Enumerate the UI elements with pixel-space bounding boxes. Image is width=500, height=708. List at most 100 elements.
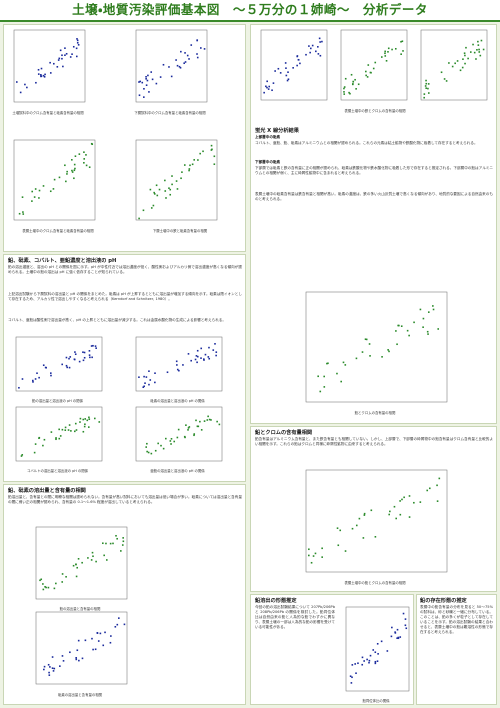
scatter-dot [425,82,428,85]
scatter-dot [33,196,36,198]
scatter-dot [351,527,354,530]
scatter-dot [327,362,329,365]
scatter-dot [32,381,34,383]
scatter-dot [77,639,80,642]
plot-frame [420,29,488,101]
scatter-dot [35,81,37,84]
scatter-dot [62,660,65,662]
scatter-dot [145,78,147,80]
scatter-dot [50,374,52,377]
scatter-dot [122,540,125,543]
scatter-dot [88,350,91,352]
scatter-dot [85,154,87,156]
scatter-dot [214,343,216,345]
scatter-dot [51,656,54,658]
figure-caption: 下層試料中のクロム含有量と砒素含有量の相関 [134,111,206,115]
section-heading: 鉛、砒素、コバルト、亜鉛濃度と溶出液の pH [8,258,117,264]
scatter-dot [22,211,24,213]
figure-plot [35,526,128,600]
scatter-dot [68,357,70,360]
scatter-dot [425,79,427,82]
scatter-dot [208,418,211,421]
figure-plot [15,336,103,392]
scatter-dot [146,79,149,82]
paragraph: 上記溶出試験から下層試料の溶出量と pH の関係をまとめた。砒素は pH が上昇… [8,292,242,302]
scatter-dot [355,357,358,360]
scatter-dot [71,159,73,161]
scatter-dot [76,39,79,42]
scatter-dot [476,49,478,51]
scatter-dot [182,364,184,366]
scatter-dot [16,81,18,83]
scatter-dot [197,159,199,161]
paragraph: 下部層では砒素と鉄の含有量に正の相関が認められ、砒素は鉄酸化物や鉄水酸化物に吸着… [255,166,493,176]
scatter-dot [40,74,42,76]
scatter-dot [309,51,311,54]
scatter-dot [279,72,282,74]
scatter-dot [196,361,198,364]
figure-caption: 砒素の溶出量と溶出液の pH の関係 [150,399,205,403]
scatter-dot [369,654,372,657]
scatter-dot [203,358,205,360]
scatter-dot [191,163,194,166]
scatter-dot [159,76,162,78]
scatter-dot [96,631,99,634]
scatter-dot [318,37,321,40]
scatter-dot [399,500,401,502]
scatter-dot [76,649,79,652]
scatter-dot [53,667,56,670]
scatter-dot [175,360,178,363]
scatter-dot [145,376,148,378]
scatter-dot [413,321,415,324]
scatter-dot [263,91,265,94]
scatter-dot [58,57,61,60]
plot-frame [35,611,128,685]
section-heading: 鉛とクロムの含有量相関 [255,430,313,436]
scatter-dot [399,636,402,638]
scatter-dot [196,53,198,55]
scatter-dot [82,418,85,421]
scatter-dot [115,534,117,537]
scatter-dot [171,175,173,177]
scatter-dot [76,38,78,40]
scatter-dot [321,40,323,43]
scatter-dot [405,627,408,630]
scatter-dot [176,64,179,67]
scatter-dot [149,188,152,191]
scatter-dot [376,642,379,645]
figure-plot [135,336,223,392]
scatter-dot [183,435,186,438]
scatter-dot [202,150,204,153]
scatter-dot [188,168,191,170]
scatter-dot [350,682,353,684]
scatter-dot [173,440,176,443]
scatter-dot [165,437,167,440]
scatter-dot [67,429,70,431]
scatter-dot [398,324,400,327]
scatter-dot [472,43,474,46]
scatter-dot [55,437,57,439]
scatter-dot [427,333,429,335]
figure-plot [305,469,448,573]
scatter-dot [43,438,46,441]
scatter-dot [179,66,182,69]
scatter-dot [314,552,317,555]
scatter-dot [143,375,145,378]
scatter-dot [83,151,85,153]
scatter-dot [175,59,177,61]
scatter-dot [112,542,114,545]
paragraph: コバルト、亜鉛、鉛、砒素はアルミニウムとの相関が認められる。これらの元素は粘土鉱… [255,141,478,145]
scatter-dot [287,71,289,73]
scatter-dot [92,555,94,558]
scatter-dot [109,542,112,545]
scatter-dot [199,420,201,423]
scatter-dot [400,53,402,55]
scatter-dot [336,527,339,529]
scatter-dot [99,632,102,635]
scatter-dot [365,70,367,73]
scatter-dot [168,66,170,68]
scatter-dot [82,351,84,353]
figure-caption: 砒素の溶出量と含有量の相関 [57,693,103,697]
scatter-dot [427,92,430,94]
figure-plot [345,606,410,692]
